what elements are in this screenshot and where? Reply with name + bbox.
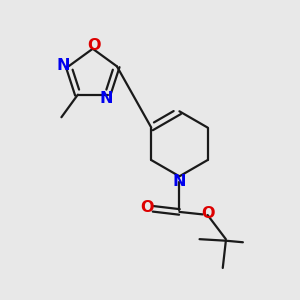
Text: N: N	[173, 174, 186, 189]
Text: N: N	[57, 58, 70, 73]
Text: O: O	[140, 200, 154, 215]
Text: O: O	[88, 38, 101, 53]
Text: N: N	[99, 91, 113, 106]
Text: O: O	[202, 206, 215, 221]
